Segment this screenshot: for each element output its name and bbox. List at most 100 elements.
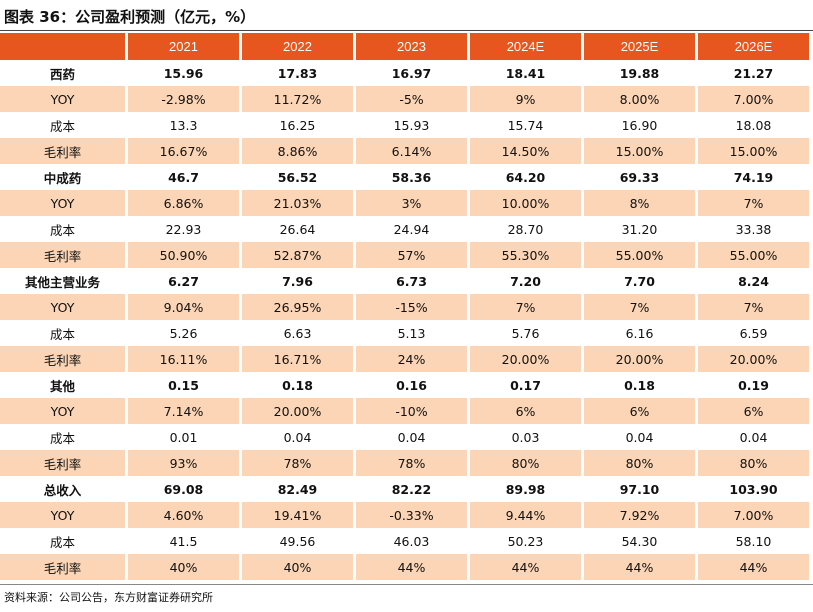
table-cell: 46.7 — [128, 164, 242, 190]
table-cell: 15.96 — [128, 60, 242, 86]
table-cell: 56.52 — [242, 164, 356, 190]
table-cell: 7.20 — [470, 268, 584, 294]
table-cell: 44% — [356, 554, 470, 580]
table-cell: 19.41% — [242, 502, 356, 528]
table-cell: 89.98 — [470, 476, 584, 502]
row-label: 成本 — [0, 528, 128, 554]
row-label: YOY — [0, 502, 128, 528]
table-cell: 46.03 — [356, 528, 470, 554]
row-label: 毛利率 — [0, 450, 128, 476]
table-cell: -15% — [356, 294, 470, 320]
table-cell: 6.16 — [584, 320, 698, 346]
table-cell: 0.04 — [584, 424, 698, 450]
table-cell: 11.72% — [242, 86, 356, 112]
table-cell: 17.83 — [242, 60, 356, 86]
table-cell: 0.19 — [698, 372, 812, 398]
table-cell: 7% — [470, 294, 584, 320]
table-cell: 103.90 — [698, 476, 812, 502]
table-row: 成本 22.93 26.64 24.94 28.70 31.20 33.38 — [0, 216, 812, 242]
table-cell: -0.33% — [356, 502, 470, 528]
table-cell: 21.27 — [698, 60, 812, 86]
table-cell: 55.00% — [698, 242, 812, 268]
row-label: 成本 — [0, 112, 128, 138]
table-cell: 57% — [356, 242, 470, 268]
table-cell: 6.27 — [128, 268, 242, 294]
table-cell: 69.08 — [128, 476, 242, 502]
table-cell: 0.18 — [584, 372, 698, 398]
table-cell: 9% — [470, 86, 584, 112]
table-cell: 15.00% — [584, 138, 698, 164]
table-cell: 6% — [584, 398, 698, 424]
table-row: 毛利率 50.90% 52.87% 57% 55.30% 55.00% 55.00% — [0, 242, 812, 268]
table-row: 成本 41.5 49.56 46.03 50.23 54.30 58.10 — [0, 528, 812, 554]
table-cell: 8.24 — [698, 268, 812, 294]
table-cell: 0.17 — [470, 372, 584, 398]
table-cell: 52.87% — [242, 242, 356, 268]
table-cell: 7.96 — [242, 268, 356, 294]
table-cell: 40% — [128, 554, 242, 580]
table-cell: 28.70 — [470, 216, 584, 242]
table-cell: 58.10 — [698, 528, 812, 554]
table-cell: 54.30 — [584, 528, 698, 554]
table-cell: -5% — [356, 86, 470, 112]
table-cell: 26.64 — [242, 216, 356, 242]
table-cell: 69.33 — [584, 164, 698, 190]
table-cell: 0.03 — [470, 424, 584, 450]
table-cell: 14.50% — [470, 138, 584, 164]
table-cell: 5.13 — [356, 320, 470, 346]
table-row: 其他主营业务 6.27 7.96 6.73 7.20 7.70 8.24 — [0, 268, 812, 294]
table-cell: 7% — [698, 190, 812, 216]
table-row: 西药 15.96 17.83 16.97 18.41 19.88 21.27 — [0, 60, 812, 86]
table-cell: 22.93 — [128, 216, 242, 242]
row-label: 成本 — [0, 216, 128, 242]
table-row: 毛利率 16.11% 16.71% 24% 20.00% 20.00% 20.00% — [0, 346, 812, 372]
table-cell: 8.00% — [584, 86, 698, 112]
title-rule — [0, 30, 813, 31]
table-cell: 80% — [584, 450, 698, 476]
table-cell: 21.03% — [242, 190, 356, 216]
table-row: YOY 9.04% 26.95% -15% 7% 7% 7% — [0, 294, 812, 320]
source: 资料来源：公司公告，东方财富证券研究所 — [4, 591, 213, 604]
table-cell: 20.00% — [584, 346, 698, 372]
table-cell: 16.97 — [356, 60, 470, 86]
table-cell: 5.26 — [128, 320, 242, 346]
row-label: YOY — [0, 86, 128, 112]
row-label: 总收入 — [0, 476, 128, 502]
column-header: 2024E — [470, 33, 584, 60]
table-cell: 7.70 — [584, 268, 698, 294]
table-row: YOY 7.14% 20.00% -10% 6% 6% 6% — [0, 398, 812, 424]
table-cell: 74.19 — [698, 164, 812, 190]
table-cell: 50.90% — [128, 242, 242, 268]
table-cell: 6.86% — [128, 190, 242, 216]
table-cell: 44% — [698, 554, 812, 580]
table-cell: 7.92% — [584, 502, 698, 528]
column-header: 2026E — [698, 33, 812, 60]
title: 图表 36：公司盈利预测（亿元，%） — [4, 8, 256, 26]
table-row: 其他 0.15 0.18 0.16 0.17 0.18 0.19 — [0, 372, 812, 398]
table-cell: 44% — [584, 554, 698, 580]
table-cell: 13.3 — [128, 112, 242, 138]
table-row: 毛利率 93% 78% 78% 80% 80% 80% — [0, 450, 812, 476]
table-cell: 7.14% — [128, 398, 242, 424]
table-cell: 64.20 — [470, 164, 584, 190]
table-cell: 26.95% — [242, 294, 356, 320]
table-cell: 16.11% — [128, 346, 242, 372]
table-cell: 20.00% — [242, 398, 356, 424]
table-cell: 6.59 — [698, 320, 812, 346]
row-label: 毛利率 — [0, 138, 128, 164]
table-cell: 0.01 — [128, 424, 242, 450]
table-cell: 24% — [356, 346, 470, 372]
table-cell: 55.00% — [584, 242, 698, 268]
table-cell: 40% — [242, 554, 356, 580]
table-cell: 3% — [356, 190, 470, 216]
table-cell: 8.86% — [242, 138, 356, 164]
table-row: 成本 5.26 6.63 5.13 5.76 6.16 6.59 — [0, 320, 812, 346]
table-cell: 7% — [698, 294, 812, 320]
column-header: 2021 — [128, 33, 242, 60]
table-cell: 6% — [470, 398, 584, 424]
table-cell: 20.00% — [470, 346, 584, 372]
table-cell: -10% — [356, 398, 470, 424]
header-row: 2021 2022 2023 2024E 2025E 2026E — [0, 33, 812, 60]
table-cell: -2.98% — [128, 86, 242, 112]
row-label: 成本 — [0, 424, 128, 450]
